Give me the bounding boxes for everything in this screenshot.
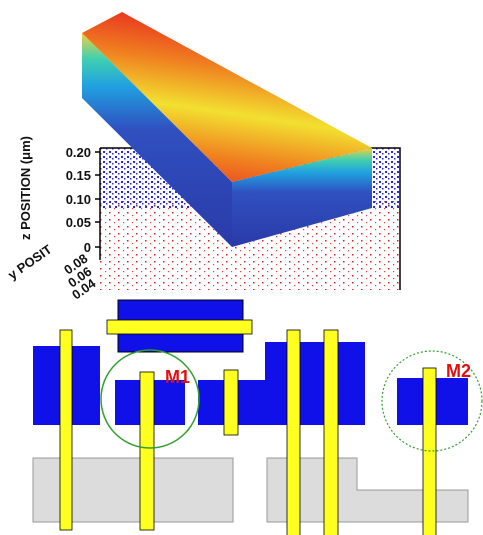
z-tick: 0.20 [66, 145, 91, 160]
yellow-bar [60, 330, 72, 530]
yellow-bar [224, 370, 238, 435]
y-axis-label: y POSIT [5, 242, 54, 283]
z-tick: 0 [84, 240, 91, 255]
yellow-bar [140, 372, 154, 530]
z-tick: 0.10 [66, 192, 91, 207]
m2-label: M2 [446, 361, 471, 381]
layout: M1 M2 [33, 300, 482, 535]
m1-label: M1 [165, 367, 190, 387]
yellow-bar [324, 330, 338, 535]
blue-region [198, 342, 365, 425]
yellow-bar [287, 330, 300, 535]
z-axis-label: z POSITION (μm) [18, 136, 33, 240]
yellow-bar [107, 320, 252, 334]
figure: 0.20 0.15 0.10 0.05 0 z POSITION (μm) y … [0, 0, 483, 535]
z-tick: 0.05 [66, 215, 91, 230]
z-tick: 0.15 [66, 168, 91, 183]
